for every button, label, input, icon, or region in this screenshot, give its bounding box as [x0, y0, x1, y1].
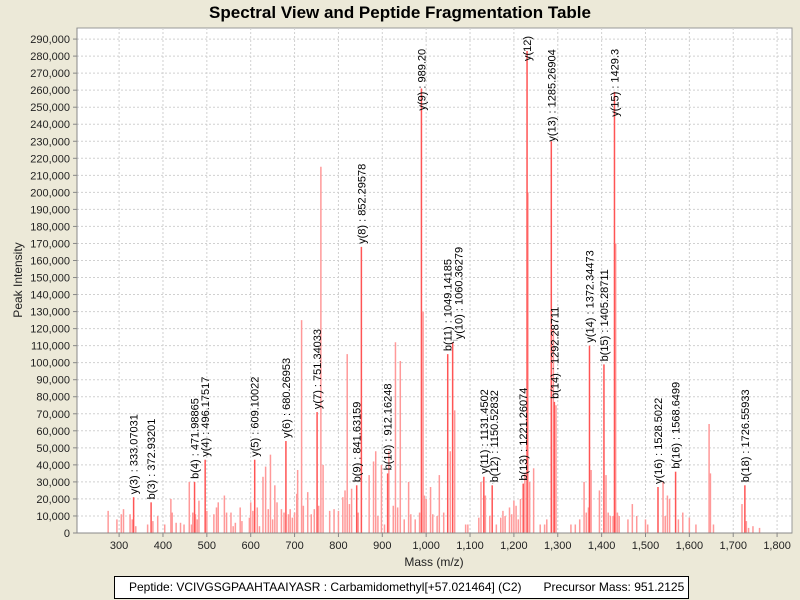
peak-label: b(16) : 1568.6499 — [671, 382, 683, 469]
y-tick-label: 100,000 — [30, 358, 70, 370]
peak-label: b(10) : 912.16248 — [383, 384, 395, 471]
y-tick-label: 40,000 — [36, 460, 70, 472]
x-tick-label: 1,800 — [763, 540, 791, 552]
peak-label: y(4) : 496.17517 — [200, 377, 212, 457]
peak-label: y(11) : 1131.4502 — [479, 389, 491, 474]
y-tick-label: 210,000 — [30, 170, 70, 182]
peak-label: y(13) : 1285.26904 — [546, 49, 558, 141]
y-tick-label: 30,000 — [36, 477, 70, 489]
y-tick-label: 10,000 — [36, 511, 70, 523]
peak-label: b(18) : 1726.55933 — [740, 389, 752, 482]
y-tick-label: 270,000 — [30, 68, 70, 80]
y-axis: 0 10,000 20,000 30,000 40,000 50,000 60,000 70,… — [30, 34, 77, 540]
y-tick-label: 230,000 — [30, 136, 70, 148]
peak-series — [107, 166, 761, 533]
y-tick-label: 80,000 — [36, 392, 70, 404]
y-tick-label: 120,000 — [30, 324, 70, 336]
peak-label: b(4) : 471.98865 — [190, 398, 202, 479]
y-tick-label: 50,000 — [36, 443, 70, 455]
x-tick-label: 900 — [373, 540, 391, 552]
peak-label: y(6) : 680.26953 — [281, 358, 293, 438]
x-tick-label: 1,200 — [500, 540, 528, 552]
peak-label: b(11) : 1049.14185 — [443, 259, 455, 351]
y-tick-label: 20,000 — [36, 494, 70, 506]
y-tick-label: 280,000 — [30, 51, 70, 63]
x-tick-label: 1,000 — [412, 540, 440, 552]
peak-label: y(15) : 1429.3 — [609, 49, 621, 117]
y-tick-label: 240,000 — [30, 119, 70, 131]
y-tick-label: 90,000 — [36, 375, 70, 387]
peptide-sequence: Peptide: VCIVGSGPAAHTAAIYASR : Carbamido… — [129, 580, 522, 594]
peak-label: y(16) : 1528.5022 — [653, 398, 665, 484]
x-tick-label: 500 — [198, 540, 216, 552]
y-tick-label: 140,000 — [30, 290, 70, 302]
y-tick-label: 110,000 — [31, 341, 70, 353]
peak-label: b(3) : 372.93201 — [146, 419, 158, 500]
y-tick-label: 290,000 — [30, 34, 70, 46]
y-tick-label: 260,000 — [30, 85, 70, 97]
x-tick-label: 1,500 — [632, 540, 660, 552]
y-tick-label: 0 — [64, 528, 70, 540]
y-tick-label: 190,000 — [30, 204, 70, 216]
chart-title: Spectral View and Peptide Fragmentation … — [209, 3, 591, 22]
x-tick-label: 1,400 — [588, 540, 616, 552]
y-tick-label: 200,000 — [30, 187, 70, 199]
x-tick-label: 1,600 — [676, 540, 704, 552]
y-tick-label: 130,000 — [30, 307, 70, 319]
x-tick-label: 700 — [285, 540, 303, 552]
y-tick-label: 220,000 — [30, 153, 70, 165]
peak-label: b(15) : 1405.28711 — [599, 269, 611, 361]
peak-label: y(10) : 1060.36279 — [454, 247, 466, 339]
peak-label: y(7) : 751.34033 — [312, 329, 324, 409]
precursor-mass: Precursor Mass: 951.2125 — [543, 580, 685, 594]
peak-label: y(8) : 852.29578 — [356, 164, 368, 244]
x-tick-label: 400 — [154, 540, 172, 552]
y-tick-label: 250,000 — [30, 102, 70, 114]
y-tick-label: 70,000 — [36, 409, 70, 421]
x-tick-label: 800 — [329, 540, 347, 552]
x-axis-label: Mass (m/z) — [404, 555, 463, 569]
x-tick-label: 600 — [242, 540, 260, 552]
peak-label: y(14) : 1372.34473 — [584, 250, 596, 342]
peak-label: b(12) : 1150.52832 — [489, 390, 501, 482]
peak-label: b(13) : 1221.26074 — [518, 388, 530, 481]
peptide-info-box: Peptide: VCIVGSGPAAHTAAIYASR : Carbamido… — [114, 576, 690, 599]
plot-area — [76, 27, 793, 534]
peak-label: y(3) : 333.07031 — [129, 414, 141, 494]
x-axis: 300 400 500 600 700 800 900 1,000 1,100 1,200 1,30… — [110, 533, 791, 552]
peak-label: b(9) : 841.63159 — [352, 402, 364, 483]
x-tick-label: 1,300 — [544, 540, 572, 552]
peak-label: y(12) — [522, 36, 534, 61]
y-tick-label: 160,000 — [30, 255, 70, 267]
peak-label: b(14) : 1292.28711 — [549, 307, 561, 399]
x-tick-label: 300 — [110, 540, 128, 552]
y-tick-label: 180,000 — [30, 221, 70, 233]
x-tick-label: 1,700 — [719, 540, 747, 552]
grid-lines — [77, 28, 792, 534]
y-tick-label: 60,000 — [36, 426, 70, 438]
peak-label: y(5) : 609.10022 — [250, 377, 262, 457]
y-tick-label: 170,000 — [30, 238, 70, 250]
y-tick-label: 150,000 — [30, 273, 70, 285]
y-axis-label: Peak Intensity — [11, 242, 25, 317]
peak-label: y(9) : 989.20 — [416, 49, 428, 111]
annotated-peaks: y(3) : 333.07031 b(3) : 372.93201 b(4) : 4… — [129, 36, 752, 533]
x-tick-label: 1,100 — [456, 540, 484, 552]
